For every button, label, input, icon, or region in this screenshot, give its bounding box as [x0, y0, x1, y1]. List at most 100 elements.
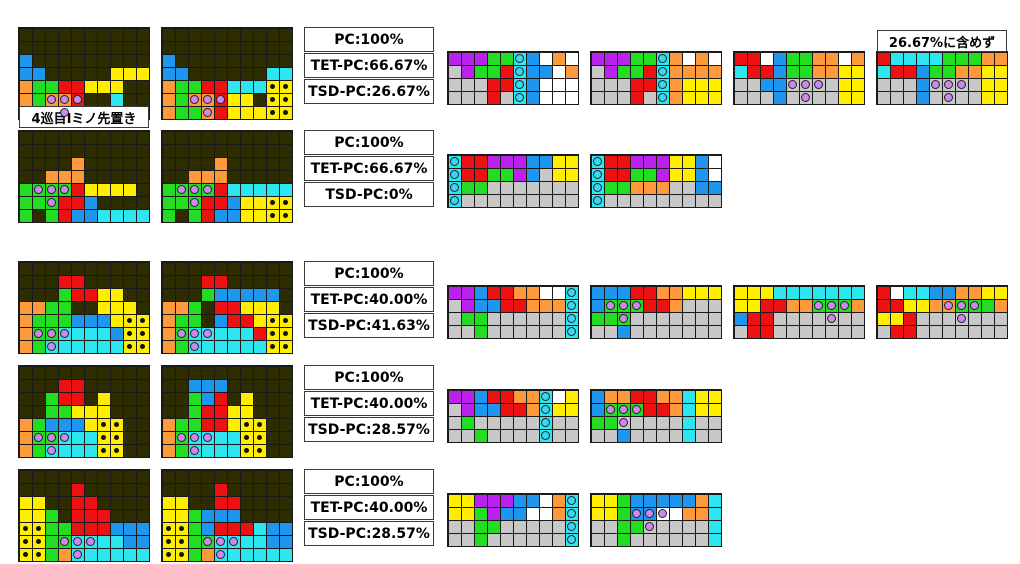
- board-cell: [474, 403, 488, 417]
- board-cell: [84, 196, 98, 210]
- board-cell: [188, 54, 202, 68]
- board-cell: [552, 181, 566, 195]
- placeholder-dot: [257, 422, 262, 427]
- board-cell: [253, 106, 267, 120]
- marker-dot: [34, 433, 43, 442]
- board-cell: [136, 548, 150, 562]
- board-cell: [734, 325, 748, 339]
- board-cell: [253, 522, 267, 536]
- board-cell: [279, 392, 293, 406]
- board-cell: [240, 131, 254, 145]
- board-cell: [162, 496, 176, 510]
- board-cell: [487, 507, 501, 521]
- board-cell: [227, 183, 241, 197]
- board-cell: [916, 91, 930, 105]
- board-cell: [123, 535, 137, 549]
- board-cell: [513, 429, 527, 443]
- board-cell: [45, 262, 59, 276]
- board-cell: [175, 483, 189, 497]
- marker-dot: [515, 67, 524, 76]
- board-cell: [227, 54, 241, 68]
- board-cell: [32, 418, 46, 432]
- board-cell: [97, 405, 111, 419]
- stat-label: TSD-PC:41.63%: [304, 313, 434, 338]
- solution-board: [733, 285, 865, 339]
- marker-dot: [541, 418, 550, 427]
- board-cell: [253, 314, 267, 328]
- board-cell: [903, 299, 917, 313]
- board-cell: [760, 286, 774, 300]
- board-cell: [58, 470, 72, 484]
- board-cell: [591, 507, 605, 521]
- board-cell: [84, 67, 98, 81]
- board-cell: [253, 209, 267, 223]
- board-cell: [71, 431, 85, 445]
- board-cell: [266, 379, 280, 393]
- board-cell: [643, 533, 657, 547]
- stat-label: TET-PC:40.00%: [304, 391, 434, 416]
- board-cell: [32, 483, 46, 497]
- board-cell: [227, 379, 241, 393]
- board-cell: [123, 196, 137, 210]
- board-cell: [162, 314, 176, 328]
- board-cell: [474, 507, 488, 521]
- stat-label: TET-PC:66.67%: [304, 156, 434, 181]
- board-cell: [474, 78, 488, 92]
- board-cell: [162, 288, 176, 302]
- board-cell: [188, 418, 202, 432]
- board-cell: [448, 65, 462, 79]
- board-cell: [227, 93, 241, 107]
- board-cell: [136, 262, 150, 276]
- board-cell: [240, 106, 254, 120]
- board-cell: [266, 522, 280, 536]
- board-cell: [591, 52, 605, 66]
- board-cell: [97, 301, 111, 315]
- marker-dot: [957, 80, 966, 89]
- board-cell: [942, 286, 956, 300]
- board-cell: [539, 91, 553, 105]
- board-cell: [71, 67, 85, 81]
- board-cell: [266, 548, 280, 562]
- board-cell: [45, 535, 59, 549]
- board-cell: [526, 286, 540, 300]
- board-cell: [695, 325, 709, 339]
- board-cell: [84, 522, 98, 536]
- board-cell: [903, 52, 917, 66]
- board-cell: [630, 520, 644, 534]
- board-cell: [500, 390, 514, 404]
- board-cell: [734, 52, 748, 66]
- board-cell: [708, 520, 722, 534]
- board-cell: [734, 286, 748, 300]
- marker-dot: [47, 185, 56, 194]
- board-cell: [539, 507, 553, 521]
- board-cell: [84, 209, 98, 223]
- board-cell: [877, 286, 891, 300]
- board-cell: [175, 262, 189, 276]
- board-cell: [981, 312, 995, 326]
- marker-dot: [931, 80, 940, 89]
- board-cell: [71, 314, 85, 328]
- board-cell: [32, 314, 46, 328]
- board-cell: [695, 168, 709, 182]
- board-cell: [604, 325, 618, 339]
- board-cell: [136, 275, 150, 289]
- board-cell: [448, 416, 462, 430]
- board-cell: [669, 78, 683, 92]
- board-cell: [526, 507, 540, 521]
- board-cell: [266, 144, 280, 158]
- board-cell: [916, 299, 930, 313]
- board-cell: [461, 312, 475, 326]
- board-cell: [214, 41, 228, 55]
- board-cell: [461, 403, 475, 417]
- board-cell: [71, 470, 85, 484]
- board-cell: [227, 170, 241, 184]
- board-cell: [84, 144, 98, 158]
- board-cell: [279, 496, 293, 510]
- board-cell: [19, 80, 33, 94]
- board-cell: [84, 93, 98, 107]
- board-cell: [799, 325, 813, 339]
- placeholder-dot: [179, 526, 184, 531]
- board-cell: [84, 275, 98, 289]
- board-cell: [565, 416, 579, 430]
- marker-dot: [814, 80, 823, 89]
